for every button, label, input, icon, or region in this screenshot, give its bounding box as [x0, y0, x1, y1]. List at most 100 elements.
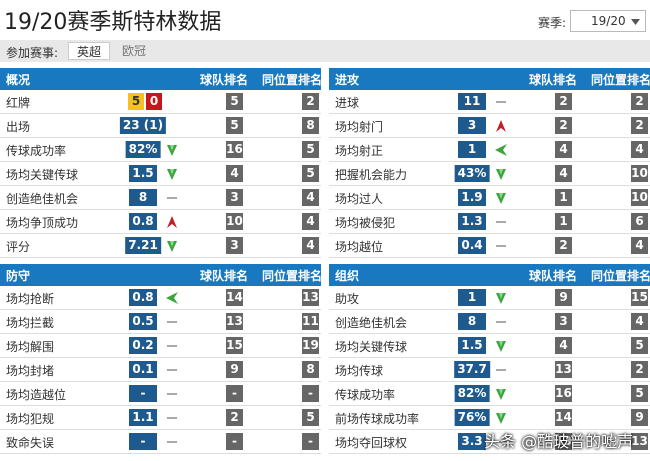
- trend-icon: [496, 221, 506, 223]
- position-rank: 5: [302, 141, 319, 158]
- team-rank: 1: [555, 189, 572, 206]
- trend-icon: [167, 441, 177, 443]
- stat-row: [0, 406, 321, 430]
- column-header: 球队排名: [200, 73, 249, 87]
- stat-row: [329, 382, 650, 406]
- stat-label: 场均射正: [335, 144, 384, 158]
- stat-label: 场均争顶成功: [6, 216, 79, 230]
- stat-value: 1.3: [458, 213, 486, 230]
- season-label: 赛季:: [538, 16, 567, 30]
- panel-title: 进攻: [335, 73, 360, 87]
- stat-label: 前场传球成功率: [335, 412, 420, 426]
- competition-tab[interactable]: 欧冠: [122, 44, 147, 58]
- team-rank: 2: [555, 117, 572, 134]
- stat-value: 0.8: [129, 213, 157, 230]
- season-select[interactable]: 19/20: [570, 10, 646, 32]
- stat-value: 1: [458, 289, 486, 306]
- stat-label: 场均被侵犯: [335, 216, 396, 230]
- trend-icon: [167, 145, 177, 156]
- watermark: 头条 @酷玻普的嘘声: [484, 432, 634, 451]
- position-rank: 4: [631, 141, 648, 158]
- stat-value: 3.3: [458, 433, 486, 450]
- stat-value: 0.1: [129, 361, 157, 378]
- dropdown-arrow: [631, 19, 640, 25]
- stat-label: 场均造越位: [6, 388, 67, 402]
- position-rank: 4: [302, 213, 319, 230]
- trend-icon: [496, 441, 506, 443]
- stat-row: [329, 90, 650, 114]
- team-rank: 4: [555, 141, 572, 158]
- position-rank: 9: [631, 409, 648, 426]
- stat-value: 23 (1): [119, 117, 167, 134]
- trend-icon: [496, 101, 506, 103]
- position-rank: 5: [631, 337, 648, 354]
- competition-tab[interactable]: 英超: [68, 42, 111, 60]
- stat-row: [329, 406, 650, 430]
- stat-row: [0, 114, 321, 138]
- red-card: 0: [146, 93, 162, 110]
- column-header: 球队排名: [200, 269, 249, 283]
- stat-value: -: [129, 385, 157, 402]
- stat-value: 8: [129, 189, 157, 206]
- column-header: 球队排名: [529, 269, 578, 283]
- stat-value: -: [129, 433, 157, 450]
- position-rank: 10: [631, 189, 648, 206]
- team-rank: 4: [226, 165, 243, 182]
- stat-row: [329, 138, 650, 162]
- stat-value: 37.7: [454, 361, 490, 378]
- team-rank: 9: [226, 361, 243, 378]
- stat-row: [329, 186, 650, 210]
- stat-label: 场均射门: [335, 120, 384, 134]
- trend-icon: [166, 292, 178, 304]
- panel-header: [0, 68, 321, 90]
- team-rank: 3: [226, 189, 243, 206]
- position-rank: 8: [302, 361, 319, 378]
- team-rank: 4: [555, 165, 572, 182]
- trend-icon: [496, 245, 506, 247]
- column-header: 同位置排名: [262, 73, 323, 87]
- filter-bar: 参加赛事:: [0, 40, 650, 62]
- trend-icon: [167, 241, 177, 252]
- trend-icon: [496, 120, 506, 132]
- team-rank: 15: [226, 337, 243, 354]
- stat-value: 1.5: [129, 165, 157, 182]
- filter-label: 参加赛事:: [6, 46, 59, 60]
- position-rank: -: [302, 433, 319, 450]
- stat-row: [0, 162, 321, 186]
- stat-row: [0, 310, 321, 334]
- stat-label: 致命失误: [6, 436, 55, 450]
- stat-row: [329, 310, 650, 334]
- position-rank: 2: [302, 93, 319, 110]
- stat-value: 3: [458, 117, 486, 134]
- stat-row: [0, 430, 321, 454]
- stat-label: 评分: [6, 240, 31, 254]
- position-rank: 5: [302, 165, 319, 182]
- position-rank: 2: [631, 361, 648, 378]
- stat-label: 创造绝佳机会: [335, 316, 408, 330]
- stat-value: 1.5: [458, 337, 486, 354]
- team-rank: -: [226, 433, 243, 450]
- team-rank: -: [226, 385, 243, 402]
- stat-row: [0, 90, 321, 114]
- stat-row: [0, 234, 321, 258]
- column-header: 球队排名: [529, 73, 578, 87]
- stat-label: 场均夺回球权: [335, 436, 408, 450]
- column-header: 同位置排名: [591, 269, 650, 283]
- trend-icon: [496, 321, 506, 323]
- team-rank: 13: [226, 313, 243, 330]
- trend-icon: [167, 216, 177, 228]
- stat-value: 7.21: [125, 237, 161, 254]
- panel-header: [329, 264, 650, 286]
- column-header: 同位置排名: [591, 73, 650, 87]
- stat-value: 1.9: [458, 189, 486, 206]
- stat-value: 76%: [454, 409, 490, 426]
- stat-label: 传球成功率: [335, 388, 396, 402]
- stat-row: [0, 358, 321, 382]
- team-rank: 9: [555, 289, 572, 306]
- panel-title: 组织: [335, 269, 360, 283]
- stat-row: [329, 114, 650, 138]
- trend-icon: [167, 393, 177, 395]
- stat-value: 11: [458, 93, 486, 110]
- position-rank: 4: [302, 189, 319, 206]
- trend-icon: [167, 417, 177, 419]
